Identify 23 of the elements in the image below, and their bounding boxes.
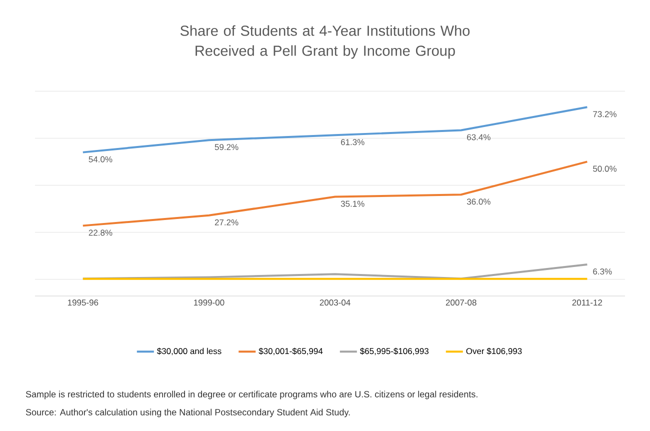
data-label: 35.1% — [340, 200, 364, 207]
x-tick-label: 2011-12 — [572, 300, 602, 306]
source-note: Source: Author's calculation using the National Postsecondary Student Aid Study. — [26, 408, 350, 418]
data-label: 59.2% — [214, 144, 238, 150]
data-label: 22.8% — [88, 230, 112, 236]
data-label: 73.2% — [593, 111, 616, 118]
data-label: 54.0% — [88, 156, 112, 162]
data-label: 27.2% — [214, 219, 238, 226]
data-label: 61.3% — [341, 139, 364, 146]
legend-label: $30,001-$65,994 — [258, 348, 323, 356]
x-tick-label: 2007-08 — [446, 300, 476, 306]
data-label: 6.3% — [593, 268, 612, 274]
x-tick-label: 1999-00 — [194, 300, 224, 306]
data-label: 36.0% — [466, 198, 490, 205]
data-label: 50.0% — [593, 166, 616, 172]
x-tick-label: 2003-04 — [320, 300, 350, 306]
text: Sample is restricted to students enrolled in degree or certificate programs who are U.S. citizens or legal residents. — [26, 390, 478, 400]
legend-label: Over $106,993 — [466, 348, 522, 356]
legend-label: $65,995-$106,993 — [360, 348, 429, 356]
x-tick-label: 1995-96 — [68, 300, 98, 306]
data-label: 63.4% — [467, 134, 490, 140]
legend-label: $30,000 and less — [156, 348, 222, 356]
chart-title: Share of Students at 4-Year Institutions Who Received a Pell Grant by Income Group — [180, 25, 470, 59]
